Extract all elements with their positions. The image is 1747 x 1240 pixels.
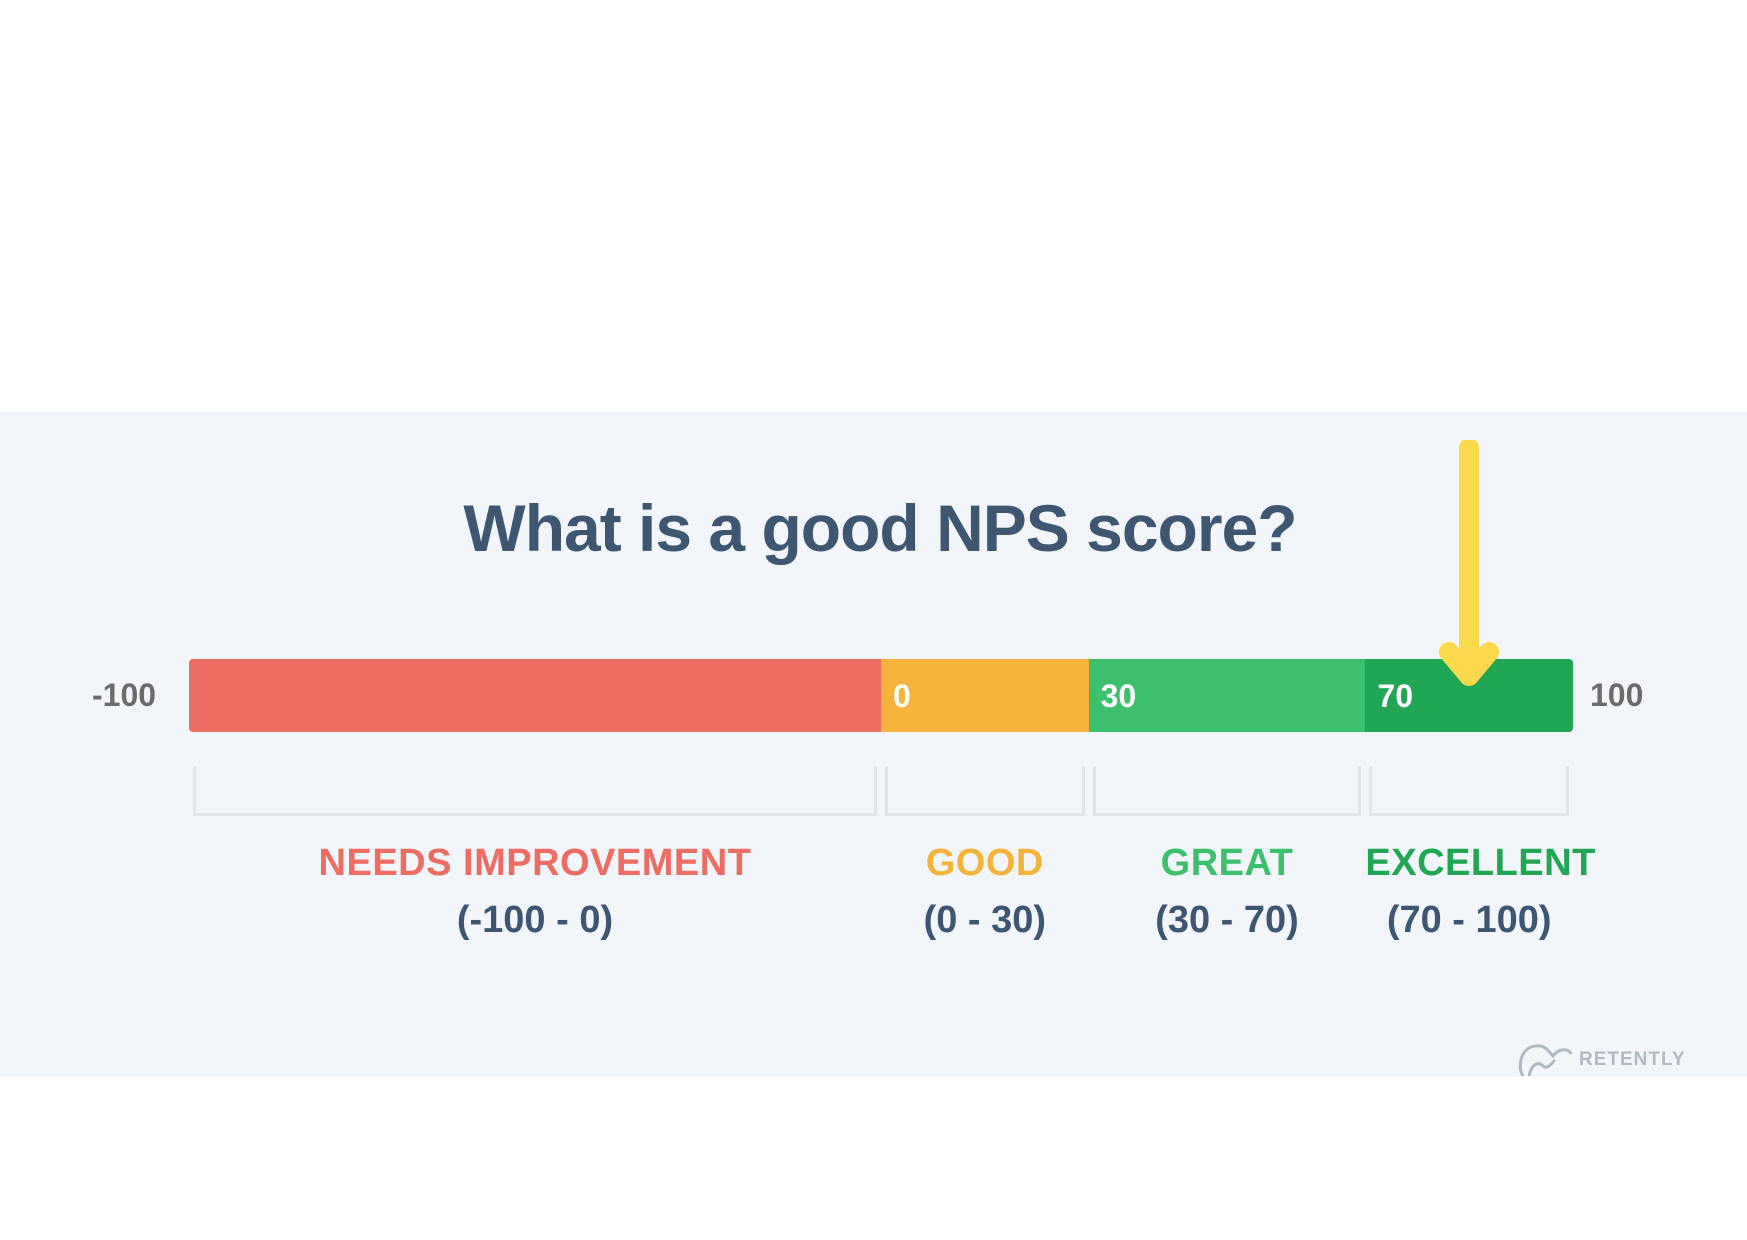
segment-range: (0 - 30) (923, 899, 1047, 941)
segment-label-needs-improvement: NEEDS IMPROVEMENT (-100 - 0) (189, 842, 881, 942)
boundary-label: 70 (1377, 678, 1413, 714)
arrow-down-icon (1439, 440, 1500, 686)
page-title: What is a good NPS score? (463, 491, 1297, 565)
segment-label-excellent: EXCELLENT (70 - 100) (1365, 842, 1596, 942)
segment-label-great: GREAT (30 - 70) (1089, 842, 1366, 942)
boundary-label: 0 (893, 678, 911, 714)
segment-range: (30 - 70) (1155, 899, 1299, 941)
segment-name: GOOD (925, 842, 1044, 884)
nps-scale-bar: 0 30 70 (189, 659, 1573, 732)
logo-text: RETENTLY (1579, 1049, 1686, 1070)
infographic-panel (0, 412, 1747, 1077)
scale-max-label: 100 (1590, 677, 1644, 713)
scale-min-label: -100 (92, 677, 157, 713)
bracket-excellent (1369, 766, 1569, 816)
segment-name: NEEDS IMPROVEMENT (318, 842, 752, 884)
bracket-good (885, 766, 1085, 816)
retently-logo-icon (1518, 1044, 1573, 1077)
retently-logo: RETENTLY (1515, 1040, 1686, 1080)
segment-great: 30 (1088, 659, 1366, 732)
bracket-great (1092, 766, 1362, 816)
segment-good: 0 (881, 659, 1089, 732)
segment-name: GREAT (1160, 842, 1294, 884)
bracket-needs-improvement (193, 766, 877, 816)
segment-needs-improvement (189, 659, 881, 732)
segment-label-good: GOOD (0 - 30) (881, 842, 1089, 942)
boundary-label: 30 (1100, 678, 1137, 714)
segment-labels: NEEDS IMPROVEMENT (-100 - 0) GOOD (0 - 30) G… (189, 842, 1596, 942)
segment-range: (70 - 100) (1386, 899, 1552, 941)
segment-excellent: 70 (1365, 659, 1573, 732)
segment-range: (-100 - 0) (456, 899, 614, 941)
segment-name: EXCELLENT (1365, 842, 1596, 884)
segment-brackets (189, 766, 1573, 816)
